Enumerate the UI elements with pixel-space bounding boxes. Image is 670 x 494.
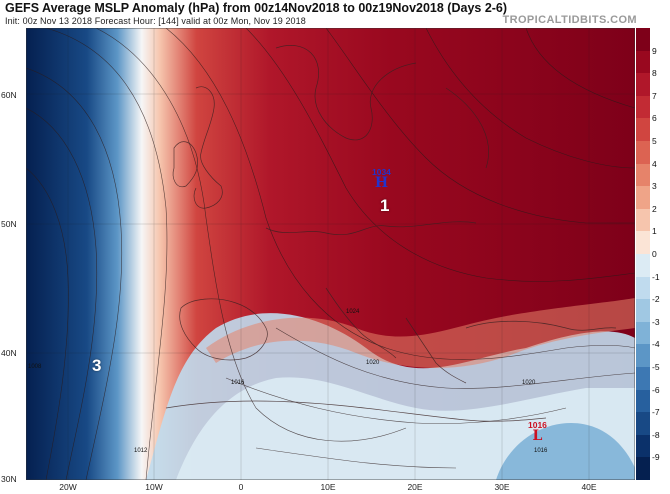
low-pressure-letter: L [532, 428, 543, 444]
graticule [26, 28, 635, 480]
colorbar-tick-label: 3 [652, 181, 657, 192]
isobar-label: 1008 [28, 364, 42, 370]
colorbar [636, 28, 650, 481]
coastlines [165, 45, 617, 422]
low-anomaly-east [496, 423, 635, 480]
colorbar-cell [636, 231, 650, 255]
lon-label-30e: 30E [494, 482, 510, 492]
lon-label-10e: 10E [320, 482, 336, 492]
colorbar-cell [636, 344, 650, 368]
colorbar-tick-label: -2 [652, 294, 660, 305]
positive-anomaly-band [206, 298, 635, 368]
lat-label-60n: 60N [1, 90, 17, 100]
colorbar-cell [636, 73, 650, 97]
lat-label-50n: 50N [1, 219, 17, 229]
isobar-label: 1020 [366, 360, 380, 366]
isobar-labels: 1016 1020 1024 1012 1020 1016 1008 [28, 309, 548, 454]
high-pressure-letter: H [374, 175, 389, 191]
low-pressure-center: 1016 L [528, 420, 547, 443]
colorbar-tick-label: 5 [652, 136, 657, 146]
high-pressure-value: 1034 [372, 167, 391, 177]
lon-label-20w: 20W [59, 482, 77, 492]
colorbar-tick-label: -5 [652, 362, 660, 372]
colorbar-cell [636, 457, 650, 481]
colorbar-cell [636, 321, 650, 345]
colorbar-tick-label: 0 [652, 249, 657, 259]
colorbar-cell [636, 163, 650, 187]
isobars [26, 28, 635, 480]
isobar-label: 1020 [522, 380, 536, 386]
colorbar-tick-label: -4 [652, 339, 660, 350]
colorbar-cell [636, 367, 650, 391]
colorbar-tick-label: -7 [652, 407, 660, 418]
colorbar-tick-label: -3 [652, 316, 660, 327]
lat-label-30n: 30N [1, 474, 17, 484]
colorbar-cell [636, 434, 650, 458]
lat-label-40n: 40N [1, 348, 17, 358]
high-pressure-center: 1034 H [372, 167, 391, 190]
colorbar-cell [636, 118, 650, 142]
colorbar-tick-label: 2 [652, 203, 657, 214]
colorbar-tick-label: 1 [652, 226, 657, 237]
map-canvas: 1016 1020 1024 1012 1020 1016 1008 [26, 28, 635, 480]
lon-label-10w: 10W [145, 482, 163, 492]
colorbar-cell [636, 389, 650, 413]
header: GEFS Average MSLP Anomaly (hPa) from 00z… [0, 0, 670, 28]
colorbar-cell [636, 141, 650, 165]
colorbar-tick-label: -8 [652, 429, 660, 440]
chart-subtitle: Init: 00z Nov 13 2018 Forecast Hour: [14… [5, 16, 306, 26]
colorbar-cell [636, 50, 650, 74]
colorbar-tick-label: -9 [652, 452, 660, 463]
colorbar-cell [636, 95, 650, 119]
colorbar-cell [636, 28, 650, 52]
region-label-1: 1 [380, 196, 390, 215]
colorbar-tick-label: 8 [652, 68, 657, 79]
isobar-label: 1012 [134, 448, 148, 454]
colorbar-cell [636, 186, 650, 210]
low-pressure-value: 1016 [528, 420, 547, 430]
colorbar-tick-label: 4 [652, 158, 657, 169]
colorbar-cell [636, 299, 650, 323]
brand-logo-text[interactable]: TROPICALTIDBITS.COM [502, 14, 637, 26]
colorbar-cell [636, 208, 650, 232]
lon-label-20e: 20E [407, 482, 423, 492]
isobar-label: 1016 [534, 448, 548, 454]
colorbar-cell [636, 412, 650, 436]
colorbar-tick-label: -1 [652, 271, 660, 282]
chart-title: GEFS Average MSLP Anomaly (hPa) from 00z… [5, 1, 508, 15]
anomaly-map: 1016 1020 1024 1012 1020 1016 1008 [26, 28, 635, 480]
isobar-label: 1024 [346, 309, 360, 315]
colorbar-cell [636, 276, 650, 300]
colorbar-cell [636, 254, 650, 278]
colorbar-tick-label: 6 [652, 113, 657, 124]
region-label-3: 3 [92, 356, 102, 375]
colorbar-tick-label: 9 [652, 45, 657, 56]
isobar-label: 1016 [231, 380, 245, 386]
colorbar-tick-label: -6 [652, 384, 660, 395]
lon-label-40e: 40E [581, 482, 597, 492]
lon-label-0: 0 [238, 482, 244, 492]
colorbar-tick-label: 7 [652, 90, 657, 101]
